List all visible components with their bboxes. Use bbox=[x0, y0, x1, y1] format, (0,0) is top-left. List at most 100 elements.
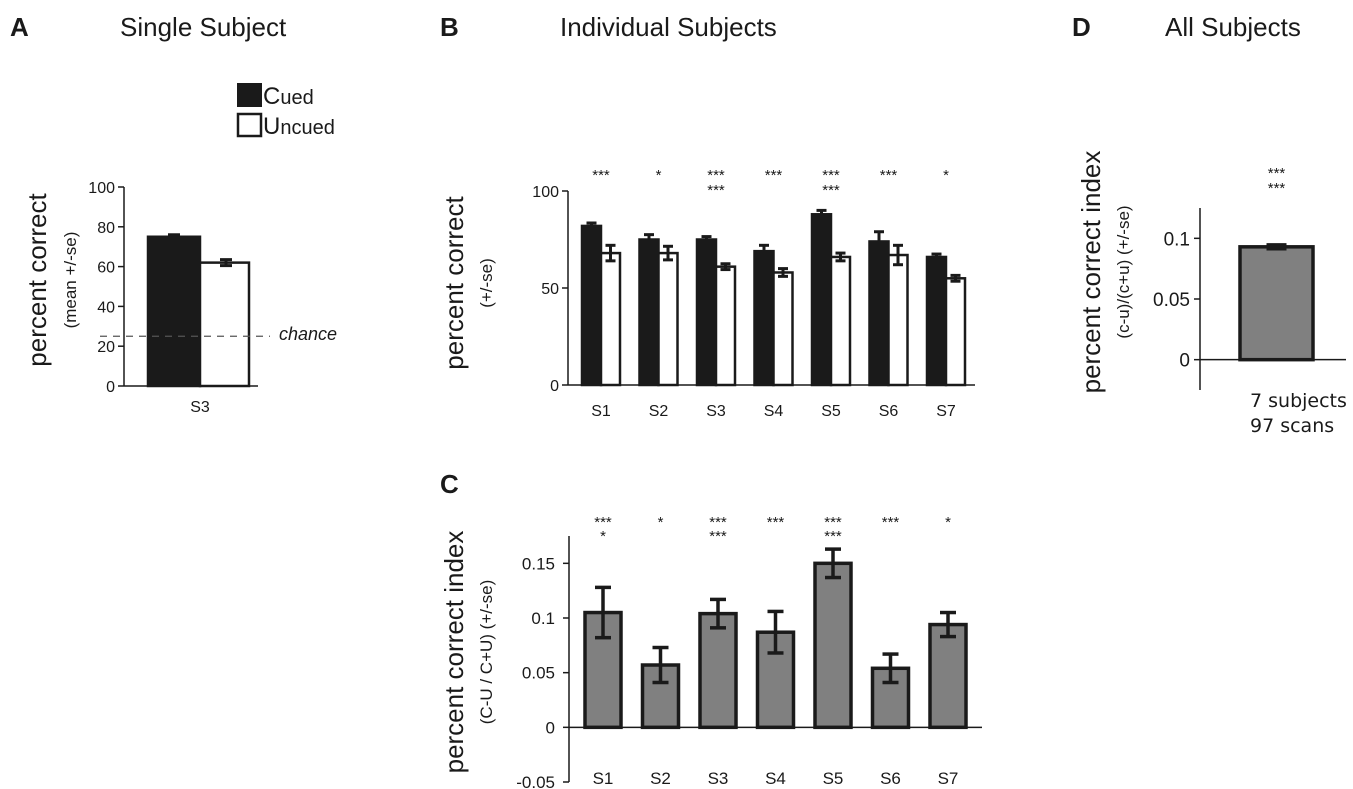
panel-label-b: B bbox=[440, 12, 459, 42]
panel-b-bar-cued bbox=[580, 224, 603, 387]
panel-c-ytick-label: 0.05 bbox=[522, 664, 555, 683]
panel-b-bar-cued bbox=[810, 213, 833, 387]
panel-c-ytick-label: 0 bbox=[546, 718, 555, 737]
panel-c-xtick-label: S2 bbox=[650, 769, 671, 788]
panel-c-significance: *** bbox=[709, 514, 727, 531]
panel-a-ytick-label: 100 bbox=[88, 180, 115, 197]
panel-b-ytick-label: 100 bbox=[532, 184, 559, 201]
panel-b-xtick-label: S4 bbox=[764, 403, 784, 420]
panel-a-ylabel-sub: (mean +/-se) bbox=[61, 232, 80, 329]
chance-label: chance bbox=[279, 324, 337, 344]
panel-b-bar-uncued bbox=[714, 265, 737, 387]
panel-b-xtick-label: S1 bbox=[591, 403, 611, 420]
panel-c-significance: *** bbox=[709, 528, 727, 545]
panel-a-ytick-label: 40 bbox=[97, 299, 115, 316]
panel-c-xtick-label: S4 bbox=[765, 769, 786, 788]
panel-b-significance: * bbox=[943, 167, 949, 184]
panel-d-note-scans: 97 scans bbox=[1250, 415, 1334, 437]
panel-b-significance: *** bbox=[592, 167, 610, 184]
panel-b-xtick-label: S2 bbox=[649, 403, 669, 420]
panel-d-chart: 0 0.05 0.1 ****** bbox=[1153, 165, 1346, 390]
legend: Cued Uncued bbox=[236, 83, 335, 140]
panel-a-xtick-label: S3 bbox=[190, 399, 210, 416]
panel-d-significance: *** bbox=[1268, 180, 1286, 197]
panel-c-xtick-label: S6 bbox=[880, 769, 901, 788]
panel-a-chart: 0 20 40 60 80 100 S3 bbox=[88, 180, 270, 416]
panel-c-ytick-label: -0.05 bbox=[516, 773, 555, 789]
panel-c-bar bbox=[698, 611, 738, 730]
panel-d-ytick-label: 0 bbox=[1179, 351, 1190, 372]
panel-b-bar-cued bbox=[753, 249, 775, 387]
panel-c-significance: * bbox=[600, 528, 606, 545]
panel-b-significance: *** bbox=[822, 182, 840, 199]
panel-a-ylabel: percent correct bbox=[22, 193, 52, 367]
panel-b-bar-uncued bbox=[887, 253, 909, 387]
panel-label-a: A bbox=[10, 12, 29, 42]
panel-a-ytick-label: 20 bbox=[97, 339, 115, 356]
panel-label-c: C bbox=[440, 469, 459, 499]
legend-label-uncued: Uncued bbox=[263, 113, 335, 140]
panel-c-ytick-label: 0.15 bbox=[522, 554, 555, 573]
panel-c-significance: * bbox=[945, 514, 951, 531]
panel-b-bar-cued bbox=[868, 240, 890, 387]
panel-b-chart: 050100S1***S2*S3******S4***S5******S6***… bbox=[532, 167, 975, 420]
panel-b-significance: *** bbox=[707, 167, 725, 184]
panel-d-note-subjects: 7 subjects bbox=[1250, 390, 1347, 412]
panel-c-ylabel-sub: (C-U / C+U) (+/-se) bbox=[477, 580, 496, 725]
panel-b-ylabel-sub: (+/-se) bbox=[477, 258, 496, 308]
panel-a-title: Single Subject bbox=[120, 12, 287, 42]
panel-c-bar bbox=[928, 622, 968, 730]
panel-c-bar bbox=[813, 561, 853, 730]
panel-d-bar bbox=[1238, 245, 1315, 362]
panel-a-bar-uncued bbox=[198, 261, 251, 388]
panel-b-ytick-label: 50 bbox=[541, 281, 559, 298]
panel-b-bar-uncued bbox=[944, 277, 967, 387]
panel-b-ylabel: percent correct bbox=[439, 196, 469, 370]
panel-b-bar-cued bbox=[925, 255, 948, 387]
panel-d-ytick-label: 0.1 bbox=[1164, 229, 1190, 250]
panel-a-ytick-label: 80 bbox=[97, 220, 115, 237]
panel-c-xtick-label: S3 bbox=[708, 769, 729, 788]
panel-d-ylabel: percent correct index bbox=[1076, 151, 1106, 394]
panel-a-ytick-label: 0 bbox=[106, 379, 115, 396]
panel-a-bar-cued bbox=[146, 235, 202, 388]
panel-b-title: Individual Subjects bbox=[560, 12, 777, 42]
panel-c-significance: *** bbox=[882, 514, 900, 531]
panel-b-ytick-label: 0 bbox=[550, 378, 559, 395]
legend-swatch-cued bbox=[237, 83, 262, 107]
legend-swatch-uncued bbox=[236, 112, 263, 138]
panel-b-significance: *** bbox=[707, 182, 725, 199]
panel-b-bar-cued bbox=[695, 238, 718, 387]
panel-b-significance: *** bbox=[822, 167, 840, 184]
panel-c-chart: -0.0500.050.10.15S1****S2*S3******S4***S… bbox=[516, 514, 982, 789]
panel-c-significance: *** bbox=[824, 528, 842, 545]
panel-b-bar-uncued bbox=[829, 255, 852, 387]
panel-c-significance: *** bbox=[594, 514, 612, 531]
legend-label-cued: Cued bbox=[263, 83, 314, 110]
panel-b-xtick-label: S3 bbox=[706, 403, 726, 420]
panel-d-significance: *** bbox=[1268, 165, 1286, 182]
panel-c-significance: * bbox=[658, 514, 664, 531]
panel-c-xtick-label: S5 bbox=[823, 769, 844, 788]
panel-b-xtick-label: S5 bbox=[821, 403, 841, 420]
panel-c-ytick-label: 0.1 bbox=[531, 609, 555, 628]
panel-b-bar-uncued bbox=[657, 251, 679, 387]
panel-c-significance: *** bbox=[767, 514, 785, 531]
panel-d-ytick-label: 0.05 bbox=[1153, 290, 1190, 311]
panel-c-ylabel: percent correct index bbox=[439, 531, 469, 774]
panel-d-title: All Subjects bbox=[1165, 12, 1301, 42]
panel-b-bar-cued bbox=[638, 238, 660, 387]
panel-b-bar-uncued bbox=[772, 271, 794, 387]
panel-c-xtick-label: S7 bbox=[938, 769, 959, 788]
panel-b-xtick-label: S6 bbox=[879, 403, 899, 420]
panel-c-xtick-label: S1 bbox=[593, 769, 614, 788]
panel-c-significance: *** bbox=[824, 514, 842, 531]
panel-b-significance: *** bbox=[765, 167, 783, 184]
panel-d-ylabel-sub: (c-u)/(c+u) (+/-se) bbox=[1114, 205, 1133, 338]
panel-label-d: D bbox=[1072, 12, 1091, 42]
panel-b-xtick-label: S7 bbox=[936, 403, 956, 420]
panel-b-significance: * bbox=[656, 167, 662, 184]
panel-a-ytick-label: 60 bbox=[97, 260, 115, 277]
panel-b-significance: *** bbox=[880, 167, 898, 184]
